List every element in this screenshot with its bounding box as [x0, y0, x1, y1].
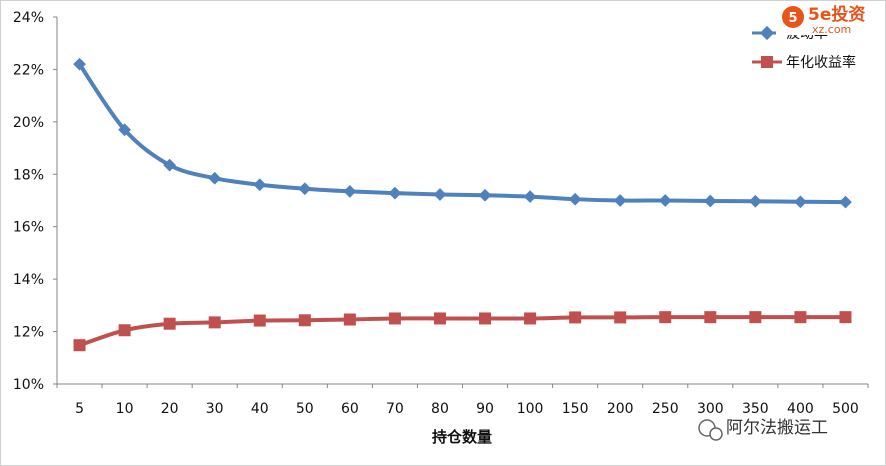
point-volatility [298, 182, 312, 196]
point-annual-return [163, 317, 176, 330]
point-annual-return [73, 339, 86, 352]
point-volatility [163, 158, 177, 172]
x-tick-label: 30 [206, 401, 224, 417]
logo-text: 5e投资 [808, 4, 865, 25]
watermark-channel: 阿尔法搬运工 [698, 418, 828, 441]
legend-item-annual-return: 年化收益率 [752, 54, 856, 71]
point-annual-return [298, 314, 311, 327]
x-axis-title: 持仓数量 [432, 428, 492, 446]
x-tick-label: 20 [161, 401, 179, 417]
watermark-logo: 5 5e投资 xz.com [776, 3, 882, 36]
point-annual-return [794, 311, 807, 324]
y-tick-label: 18% [13, 167, 44, 183]
y-tick-label: 10% [13, 377, 44, 393]
point-annual-return [388, 312, 401, 325]
series-layer [73, 57, 852, 352]
x-tick-label: 200 [607, 401, 634, 417]
point-annual-return [749, 311, 762, 324]
point-annual-return [433, 312, 446, 325]
point-volatility [118, 123, 131, 137]
point-annual-return [839, 311, 852, 324]
point-volatility [478, 188, 492, 202]
x-tick-label: 250 [652, 401, 679, 417]
logo-subtext: xz.com [812, 23, 851, 36]
point-volatility [388, 186, 402, 200]
x-tick-labels: 5 10 20 30 40 50 60 70 80 90 100 150 200 250 300 350 400… [56, 384, 869, 417]
legend-label-annual-return: 年化收益率 [786, 54, 856, 71]
x-tick-label: 350 [742, 401, 769, 417]
y-tick-label: 12% [13, 325, 44, 341]
point-annual-return [659, 311, 672, 324]
logo-glyph: 5 [788, 11, 797, 26]
y-tick-label: 20% [13, 115, 44, 131]
point-annual-return [118, 324, 131, 337]
point-volatility [208, 171, 222, 185]
logo-circle-icon [782, 6, 804, 28]
legend-marker-diamond [759, 25, 775, 41]
x-tick-label: 400 [787, 401, 814, 417]
legend-marker-square [761, 56, 773, 68]
point-volatility [343, 184, 357, 198]
y-tick-label: 24% [13, 10, 44, 26]
point-annual-return [524, 312, 537, 325]
x-tick-label: 50 [296, 401, 314, 417]
y-tick-label: 16% [13, 220, 44, 236]
x-tick-label: 10 [116, 401, 134, 417]
x-tick-label: 70 [386, 401, 404, 417]
x-tick-label: 500 [832, 401, 859, 417]
x-tick-label: 100 [517, 401, 544, 417]
channel-text: 阿尔法搬运工 [726, 418, 828, 438]
point-annual-return [253, 314, 266, 327]
point-annual-return [614, 311, 627, 324]
y-tick-labels: 10% 12% 14% 16% 18% 20% 22% 24% [13, 10, 57, 393]
point-annual-return [343, 313, 356, 326]
x-tick-label: 300 [697, 401, 724, 417]
point-annual-return [208, 316, 221, 329]
x-tick-label: 40 [251, 401, 269, 417]
x-tick-label: 150 [562, 401, 589, 417]
point-volatility [433, 188, 447, 201]
point-volatility [253, 178, 267, 192]
point-annual-return [479, 312, 492, 325]
point-annual-return [704, 311, 717, 324]
x-tick-label: 90 [476, 401, 494, 417]
y-tick-label: 14% [13, 272, 44, 288]
x-tick-label: 60 [341, 401, 359, 417]
x-tick-label: 80 [431, 401, 449, 417]
point-annual-return [569, 311, 582, 324]
y-tick-label: 22% [13, 62, 44, 78]
wechat-icon-bubble-small [709, 427, 723, 441]
x-tick-label: 5 [75, 401, 84, 417]
